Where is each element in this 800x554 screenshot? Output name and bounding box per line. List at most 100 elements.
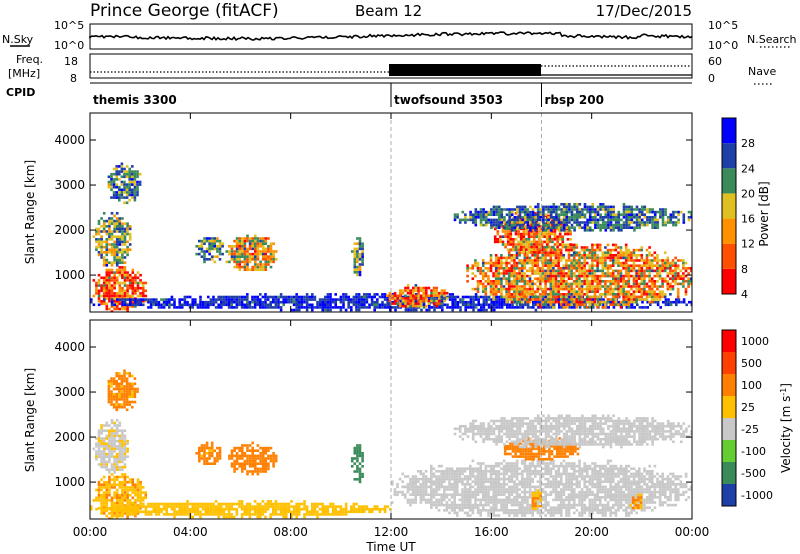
heatmap-cell: [203, 255, 206, 258]
heatmap-cell: [121, 248, 124, 251]
heatmap-cell: [210, 242, 214, 245]
heatmap-cell: [474, 210, 478, 214]
heatmap-cell: [205, 441, 209, 445]
heatmap-cell: [541, 295, 545, 299]
heatmap-cell: [611, 280, 615, 283]
heatmap-cell: [667, 303, 670, 307]
heatmap-cell: [632, 261, 636, 265]
heatmap-cell: [585, 285, 589, 288]
heatmap-cell: [646, 210, 649, 214]
heatmap-cell: [208, 449, 211, 452]
heatmap-cell: [543, 240, 546, 244]
heatmap-cell: [102, 463, 106, 466]
heatmap-cell: [632, 285, 636, 288]
heatmap-cell: [195, 252, 198, 256]
heatmap-cell: [498, 295, 501, 299]
heatmap-cell: [356, 242, 359, 245]
heatmap-cell: [637, 295, 641, 299]
heatmap-cell: [599, 218, 602, 222]
heatmap-cell: [604, 280, 607, 283]
heatmap-cell: [300, 298, 304, 301]
heatmap-cell: [542, 298, 545, 301]
heatmap-cell: [126, 475, 129, 479]
heatmap-cell: [494, 287, 498, 291]
heatmap-cell: [149, 505, 153, 508]
heatmap-cell: [526, 287, 529, 291]
heatmap-cell: [123, 390, 126, 393]
freq-ytick-top: 18: [64, 55, 78, 68]
heatmap-cell: [643, 264, 646, 267]
heatmap-cell: [433, 308, 436, 312]
heatmap-cell: [538, 243, 541, 246]
heatmap-cell: [547, 223, 550, 227]
heatmap-cell: [365, 293, 369, 296]
heatmap-cell: [528, 259, 532, 262]
heatmap-cell: [113, 486, 116, 489]
heatmap-cell: [241, 462, 244, 465]
heatmap-cell: [682, 285, 685, 288]
heatmap-cell: [139, 273, 142, 277]
heatmap-cell: [617, 246, 620, 249]
heatmap-cell: [573, 218, 576, 222]
heatmap-cell: [141, 292, 145, 295]
heatmap-cell: [611, 274, 615, 278]
heatmap-cell: [622, 221, 626, 224]
heatmap-cell: [530, 245, 533, 249]
heatmap-cell: [531, 216, 535, 219]
heatmap-cell: [118, 377, 121, 380]
heatmap-cell: [118, 258, 122, 262]
heatmap-cell: [108, 486, 111, 489]
heatmap-cell: [515, 280, 519, 283]
heatmap-cell: [570, 223, 574, 227]
heatmap-cell: [562, 218, 566, 222]
heatmap-cell: [139, 510, 142, 514]
heatmap-cell: [598, 277, 602, 280]
heatmap-cell: [622, 282, 625, 286]
heatmap-cell: [559, 254, 563, 257]
heatmap-cell: [144, 491, 148, 494]
heatmap-cell: [557, 300, 560, 304]
heatmap-cell: [125, 398, 129, 401]
heatmap-cell: [548, 230, 552, 233]
heatmap-cell: [108, 424, 111, 427]
heatmap-cell: [546, 287, 550, 291]
heatmap-cell: [125, 392, 129, 396]
heatmap-cell: [565, 287, 568, 291]
heatmap-cell: [131, 513, 135, 516]
heatmap-cell: [533, 269, 537, 273]
heatmap-cell: [513, 272, 516, 275]
heatmap-cell: [422, 303, 426, 307]
heatmap-cell: [669, 218, 673, 222]
heatmap-cell: [609, 229, 613, 232]
heatmap-cell: [656, 287, 659, 291]
heatmap-cell: [108, 458, 111, 461]
heatmap-cell: [292, 308, 296, 312]
heatmap-cell: [505, 208, 509, 211]
heatmap-cell: [476, 261, 480, 265]
heatmap-cell: [100, 465, 103, 469]
heatmap-cell: [549, 298, 553, 301]
heatmap-cell: [131, 387, 134, 391]
heatmap-cell: [580, 246, 584, 249]
heatmap-cell: [663, 251, 667, 254]
heatmap-cell: [545, 235, 549, 238]
heatmap-cell: [598, 303, 602, 306]
heatmap-cell: [520, 290, 524, 293]
heatmap-cell: [669, 293, 672, 296]
heatmap-cell: [329, 295, 332, 299]
heatmap-cell: [412, 289, 415, 292]
heatmap-cell: [121, 305, 124, 308]
heatmap-cell: [523, 290, 527, 293]
heatmap-cell: [120, 395, 124, 399]
heatmap-cell: [235, 258, 239, 261]
heatmap-cell: [121, 475, 124, 479]
heatmap-cell: [528, 290, 532, 293]
heatmap-cell: [532, 238, 536, 241]
heatmap-cell: [108, 483, 111, 487]
heatmap-cell: [115, 178, 118, 181]
heatmap-cell: [500, 256, 503, 260]
heatmap-cell: [517, 232, 520, 236]
heatmap-cell: [438, 299, 441, 303]
heatmap-cell: [583, 277, 586, 280]
heatmap-cell: [142, 510, 145, 514]
